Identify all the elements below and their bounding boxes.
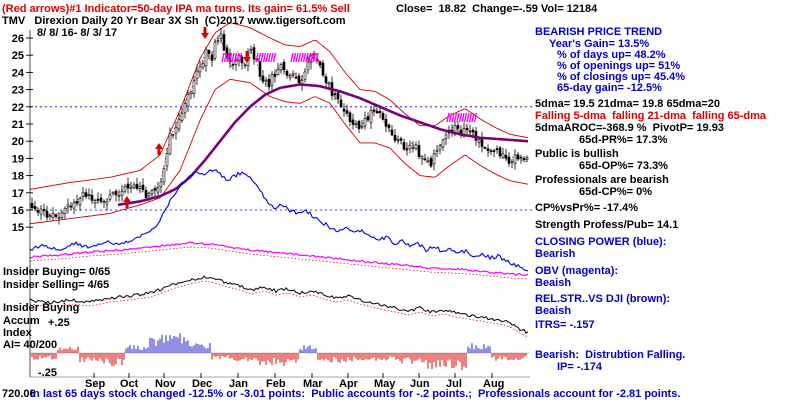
right-panel-line: 65d-PR%= 17.3% [579,134,668,146]
right-panel-line: OBV (magenta): [535,265,619,277]
footer-summary: In last 65 days stock changed -12.5% or … [30,388,681,400]
x-axis-label: Dec [192,378,212,390]
y-axis-label: 26 [12,33,24,45]
right-panel-line: Bearish [535,248,576,260]
y-axis-label: 25 [12,50,24,62]
right-panel-line: Bearish: Distrubtion Falling. [535,349,686,361]
y-axis-label: 19 [12,153,24,165]
buy-arrow-icon [123,196,131,208]
right-panel-line: ITRS= -.157 [535,319,595,331]
right-panel-line: CP%vsPr%= -17.4% [535,202,639,214]
right-panel-line: % of closings up= 45.4% [557,71,686,83]
x-axis-label: May [374,378,396,390]
y-axis-label: 21 [12,119,24,131]
corner-value: 720.06 [2,388,36,400]
accum-label: Accum [3,315,40,327]
right-panel-line: 65-day gain= -12.5% [557,82,662,94]
sell-arrow-icon [243,51,251,63]
x-axis-label: Oct [120,378,139,390]
right-panel-line: Beaish [535,277,572,289]
insider-buying-label-2: Insider Buying [3,302,80,314]
right-panel-line: Falling 5-dma falling 21-dma falling 65-… [535,110,767,122]
right-panel-line: Public is bullish [535,148,619,160]
right-panel-line: Strength Profess/Pub= 14.1 [535,219,679,231]
right-panel-line: 65d-OP%= 73.3% [579,160,668,172]
right-panel-line: 5dma= 19.5 21dma= 19.8 65dma=20 [535,98,720,110]
x-axis-label: Feb [266,378,286,390]
right-panel-line: IP= -.174 [557,361,602,373]
x-axis-label: Sep [85,378,105,390]
right-panel-line: % of openings up= 51% [557,60,681,72]
y-axis-label: 17 [12,188,24,200]
right-panel-line: REL.STR..VS DJI (brown): [535,293,671,305]
right-panel-line: Beaish [535,305,572,317]
y-axis-label: 23 [12,85,24,97]
right-panel-line: Year's Gain= 13.5% [549,38,650,50]
y-axis-label: 16 [12,205,24,217]
x-axis-label: Apr [339,378,359,390]
x-axis-label: Jan [229,378,248,390]
right-panel-line: BEARISH PRICE TREND [535,26,663,38]
x-axis-label: Nov [155,378,177,390]
right-panel-line: CLOSING POWER (blue): [535,236,667,248]
symbol-title: TMV Direxion Daily 20 Yr Bear 3X Sh (C)2… [2,15,346,27]
insider-selling-label: Insider Selling= 4/65 [3,279,110,291]
quote-line: Close= 18.82 Change=-.59 Vol= 12184 [396,3,598,15]
x-axis-label: Mar [303,378,323,390]
right-panel-line: 65d-CP%= 0% [579,186,653,198]
right-panel-line: Professionals are bearish [535,174,669,186]
x-axis-label: Jun [410,378,430,390]
buy-arrow-icon [155,143,163,155]
accum-minus-label: -.25 [38,367,57,379]
signal-note: (Red arrows)#1 Indicator=50-day IPA ma t… [2,3,350,15]
x-axis-label: Jul [446,378,462,390]
right-panel-line: 5dmaAROC=-368.9 % PivotP= 19.93 [535,122,724,134]
right-panel-line: % of days up= 48.2% [557,49,666,61]
insider-buying-label: Insider Buying= 0/65 [3,266,111,278]
index-label: Index [3,327,32,339]
y-axis-label: 22 [12,102,24,114]
date-range: 8/ 8/ 16- 8/ 3/ 17 [37,27,118,39]
sell-arrow-icon [201,27,209,39]
accum-plus-label: +.25 [48,317,70,329]
y-axis-label: 24 [12,67,25,79]
y-axis-label: 20 [12,136,24,148]
y-axis-label: 15 [12,222,24,234]
y-axis-label: 18 [12,171,24,183]
ai-label: AI= 40/200 [3,339,58,351]
x-axis-label: Aug [483,378,504,390]
